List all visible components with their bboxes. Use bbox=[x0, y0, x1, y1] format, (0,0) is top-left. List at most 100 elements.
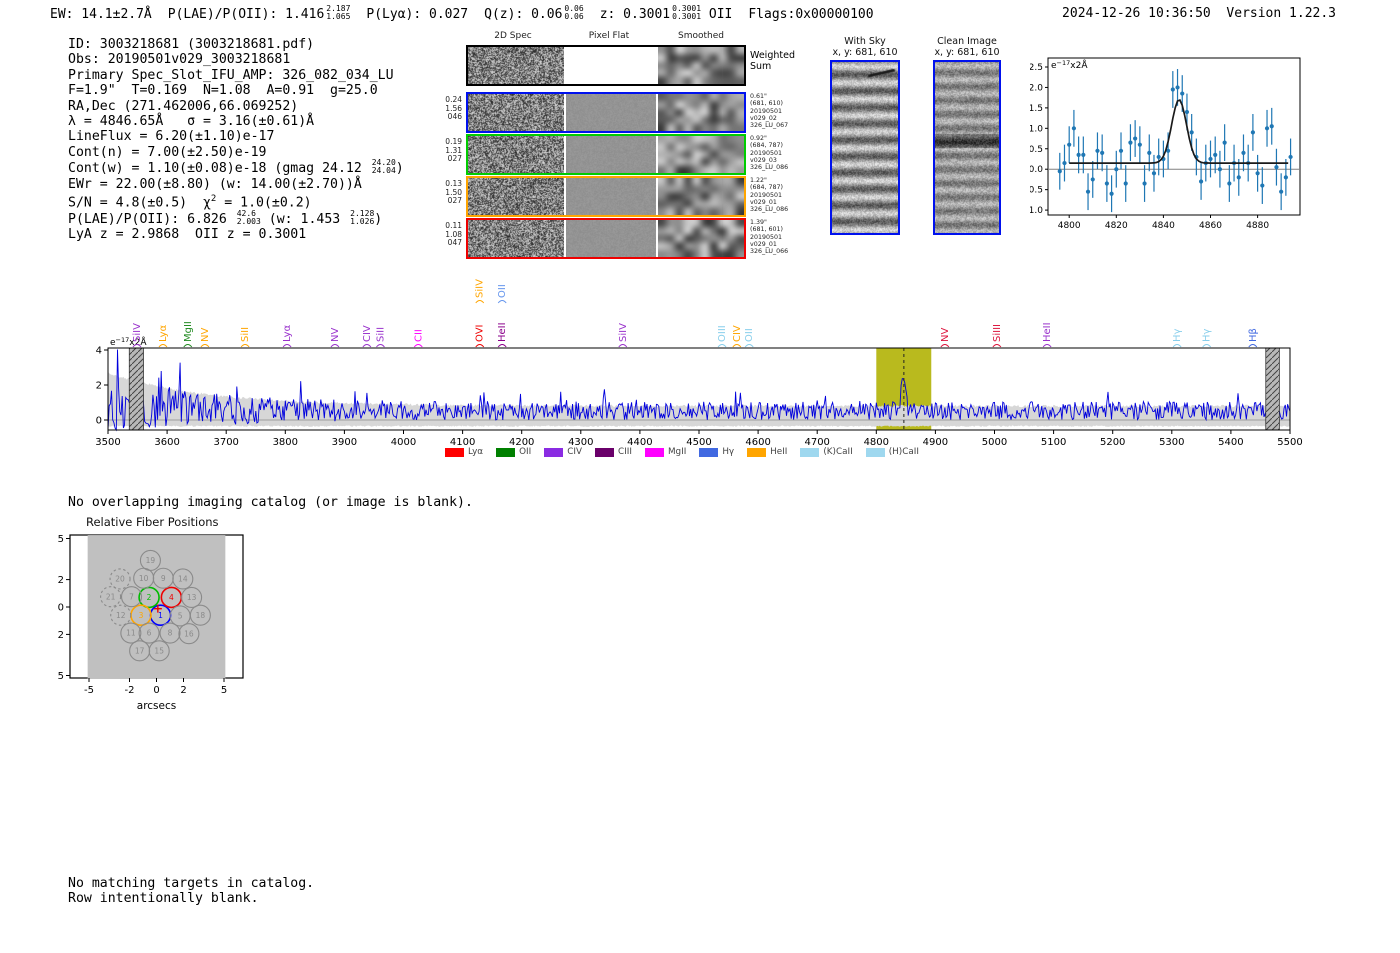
fiber-circle bbox=[129, 640, 151, 662]
legend-label: CIII bbox=[618, 447, 632, 457]
line-id-brace bbox=[497, 300, 507, 304]
pixel-flat-image bbox=[566, 220, 656, 257]
fiber-weight-labels: 0.11 1.08 047 bbox=[436, 221, 462, 248]
fiber-id-labels: 1.39" (681, 601) 20190501 v029_01 326_LU_066 bbox=[750, 219, 814, 255]
fiber-circle bbox=[110, 604, 132, 626]
data-point bbox=[1128, 140, 1133, 145]
fiber-id-line: (684, 787) bbox=[750, 142, 783, 150]
x-tick-label: 4700 bbox=[804, 437, 829, 448]
weight-value: 0.11 bbox=[445, 221, 462, 230]
info-line: F=1.9" T=0.169 N=1.08 A=0.91 g=25.0 bbox=[68, 83, 378, 99]
data-point bbox=[1180, 91, 1185, 96]
x-tick-label: 3900 bbox=[332, 437, 357, 448]
fiber-id-line: 1.22" bbox=[750, 177, 767, 184]
fiber-circle bbox=[120, 586, 143, 608]
value-range-lo: 2.003 bbox=[236, 216, 261, 226]
legend-swatch bbox=[747, 447, 767, 457]
y-tick-label: 0 bbox=[96, 416, 102, 427]
cutout-box bbox=[830, 60, 900, 235]
smoothed-image bbox=[658, 220, 744, 257]
data-point bbox=[1189, 130, 1194, 135]
x-tick-label: 4820 bbox=[1105, 221, 1128, 231]
fiber-weight-labels: 0.24 1.56 046 bbox=[436, 95, 462, 122]
data-point bbox=[1217, 167, 1223, 172]
data-point bbox=[1170, 87, 1175, 92]
legend-label: Hγ bbox=[722, 447, 735, 457]
data-point bbox=[1274, 165, 1279, 170]
legend-label: (K)CaII bbox=[823, 447, 853, 457]
fiber-circle bbox=[139, 549, 161, 571]
x-tick-label: 4900 bbox=[923, 437, 948, 448]
data-point bbox=[1118, 148, 1124, 153]
fiber-circle bbox=[138, 622, 160, 644]
fiber-circle bbox=[120, 622, 142, 644]
line-id-brace bbox=[618, 344, 628, 348]
info-line: λ = 4846.65Å σ = 3.16(±0.61)Å bbox=[68, 114, 315, 130]
col-header-2dspec: 2D Spec bbox=[494, 31, 532, 41]
line-id-label: OII bbox=[497, 284, 508, 298]
fiber-id-line: 1.39" bbox=[750, 219, 767, 226]
fiber-circle bbox=[172, 568, 194, 590]
legend-label: MgII bbox=[667, 447, 687, 457]
data-point bbox=[1227, 181, 1232, 186]
y-tick-label: 1.5 bbox=[1030, 104, 1043, 114]
x-tick-label: 5100 bbox=[1041, 437, 1066, 448]
col-header-smoothed: Smoothed bbox=[678, 31, 724, 41]
fiber-id-line: 20190501 bbox=[750, 107, 783, 115]
weight-value: 1.50 bbox=[445, 187, 462, 197]
fiber-number: 17 bbox=[135, 646, 145, 655]
legend-swatch bbox=[595, 447, 614, 457]
y-tick-label: 0 bbox=[58, 603, 64, 614]
x-tick-label: 4500 bbox=[686, 437, 711, 448]
weighted-sum-label: Weighted Sum bbox=[750, 50, 795, 72]
x-axis-label: arcsecs bbox=[137, 700, 176, 712]
data-point bbox=[1184, 109, 1190, 115]
segment-gap bbox=[656, 220, 658, 257]
y-tick-label: -0.5 bbox=[1030, 186, 1043, 196]
y-tick-label: 4 bbox=[96, 346, 102, 357]
line-id-label: NV bbox=[200, 328, 211, 342]
value-range: 2.128 1.026 bbox=[350, 209, 374, 226]
legend-swatch bbox=[445, 447, 464, 457]
x-tick-label: -2 bbox=[125, 685, 135, 696]
value-range-lo: 24.04 bbox=[371, 166, 396, 176]
segment-gap bbox=[656, 94, 658, 131]
line-id-brace bbox=[240, 344, 250, 348]
header-stat: P(Lyα): 0.027 bbox=[366, 6, 469, 22]
segment-gap bbox=[656, 47, 658, 84]
header-stat: Flags:0x00000100 bbox=[748, 6, 874, 22]
masked-region bbox=[1265, 347, 1280, 431]
fiber-id-line: 326_LU_086 bbox=[750, 164, 789, 172]
info-line: RA,Dec (271.462006,66.069252) bbox=[68, 98, 299, 114]
cutout-box bbox=[933, 60, 1001, 235]
y-tick-label: 0.0 bbox=[1030, 165, 1043, 175]
fiber-number: 13 bbox=[187, 593, 197, 602]
cutout-image bbox=[832, 62, 898, 233]
data-point bbox=[1208, 156, 1213, 162]
stat-range: 2.187 1.065 bbox=[326, 5, 350, 21]
info-line: Obs: 20190501v029_3003218681 bbox=[68, 52, 291, 68]
blank-row-note: Row intentionally blank. bbox=[68, 891, 259, 906]
line-id-brace bbox=[158, 344, 168, 348]
data-point bbox=[1151, 171, 1157, 176]
x-tick-label: 3600 bbox=[154, 437, 179, 448]
pixel-flat-blank bbox=[566, 47, 656, 84]
segment-gap bbox=[564, 220, 566, 257]
x-tick-label: 3500 bbox=[96, 437, 121, 448]
legend-swatch bbox=[800, 447, 820, 457]
y-tick-label: 0.5 bbox=[1030, 145, 1043, 155]
twod-spec-image bbox=[468, 220, 564, 257]
x-tick-label: 4000 bbox=[391, 437, 416, 448]
target-cross-marker bbox=[153, 604, 162, 613]
header-stats: EW: 14.1±2.7Å P(LAE)/P(OII): 1.416 2.187 1.… bbox=[50, 4, 890, 22]
fiber-number: 16 bbox=[184, 629, 194, 638]
fiber-id-line: v029_01 bbox=[750, 240, 777, 248]
twod-spec-image bbox=[468, 94, 564, 131]
segment-gap bbox=[564, 47, 566, 84]
x-tick-label: 3800 bbox=[273, 437, 298, 448]
cutout-coords: x, y: 681, 610 bbox=[832, 47, 898, 58]
x-tick-label: 4600 bbox=[745, 437, 770, 448]
timestamp: 2024-12-26 10:36:50 bbox=[1062, 6, 1211, 21]
error-envelope bbox=[108, 371, 1290, 427]
stat-range-hi: 0.3001 bbox=[672, 4, 702, 13]
